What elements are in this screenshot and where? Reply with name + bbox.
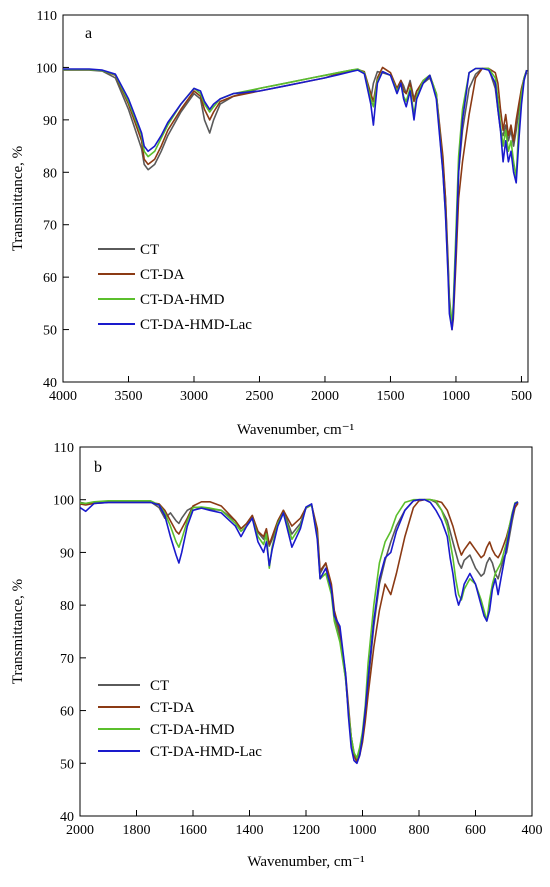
chart-panel-a: 40 50 60 70 80 90 100 110 4000 3500 3000 2500 2000 15…	[10, 9, 532, 438]
y-tick-label: 50	[43, 324, 57, 339]
chart-panel-b: 40 50 60 70 80 90 100 110 2000 1800 1600 1400 1200 10…	[10, 441, 543, 870]
x-axis-label: Wavenumber, cm⁻¹	[247, 854, 364, 870]
y-tick-label: 60	[43, 271, 57, 286]
y-tick-label: 100	[36, 61, 57, 76]
y-tick-label: 40	[43, 376, 57, 391]
y-tick-label: 70	[43, 219, 57, 234]
legend-label: CT-DA	[140, 267, 185, 283]
x-tick-label: 3500	[114, 389, 142, 404]
legend-label: CT-DA-HMD-Lac	[140, 317, 252, 333]
x-tick-label: 4000	[49, 389, 77, 404]
series-line-ct-da-hmd-lac	[80, 498, 519, 765]
x-tick-label: 400	[522, 823, 543, 838]
legend-label: CT-DA-HMD-Lac	[150, 744, 262, 760]
y-tick-label: 80	[43, 166, 57, 181]
y-tick-label: 60	[60, 705, 74, 720]
series-line-ct	[80, 498, 519, 762]
x-tick-label: 800	[409, 823, 430, 838]
x-tick-label: 500	[511, 389, 532, 404]
x-tick-label: 1800	[123, 823, 151, 838]
y-axis-label: Transmittance, %	[10, 579, 26, 684]
x-tick-label: 1200	[292, 823, 320, 838]
legend-label: CT	[150, 678, 169, 694]
y-tick-label: 70	[60, 652, 74, 667]
y-tick-label: 100	[53, 494, 74, 509]
x-tick-label: 1000	[442, 389, 470, 404]
legend-label: CT-DA-HMD	[140, 292, 225, 308]
legend-label: CT-DA-HMD	[150, 722, 235, 738]
series-line-ct-da	[63, 66, 528, 331]
x-tick-label: 1400	[236, 823, 264, 838]
panel-label: a	[85, 25, 92, 42]
x-tick-label: 3000	[180, 389, 208, 404]
plot-frame	[62, 14, 529, 383]
x-tick-label: 600	[465, 823, 486, 838]
y-tick-label: 110	[37, 9, 57, 24]
y-tick-label: 110	[54, 441, 74, 456]
legend-label: CT	[140, 242, 159, 258]
y-tick-label: 50	[60, 757, 74, 772]
legend-label: CT-DA	[150, 700, 195, 716]
x-tick-label: 2000	[66, 823, 94, 838]
x-tick-label: 1000	[349, 823, 377, 838]
x-tick-label: 2000	[311, 389, 339, 404]
y-axis-label: Transmittance, %	[10, 146, 26, 251]
panel-label: b	[94, 459, 102, 476]
y-tick-label: 90	[60, 546, 74, 561]
x-axis-label: Wavenumber, cm⁻¹	[237, 422, 354, 438]
y-tick-label: 90	[43, 114, 57, 129]
x-tick-label: 2500	[245, 389, 273, 404]
y-tick-label: 40	[60, 810, 74, 825]
series-line-ct-da-hmd-lac	[63, 67, 528, 331]
x-tick-label: 1600	[179, 823, 207, 838]
x-tick-label: 1500	[376, 389, 404, 404]
y-tick-label: 80	[60, 599, 74, 614]
